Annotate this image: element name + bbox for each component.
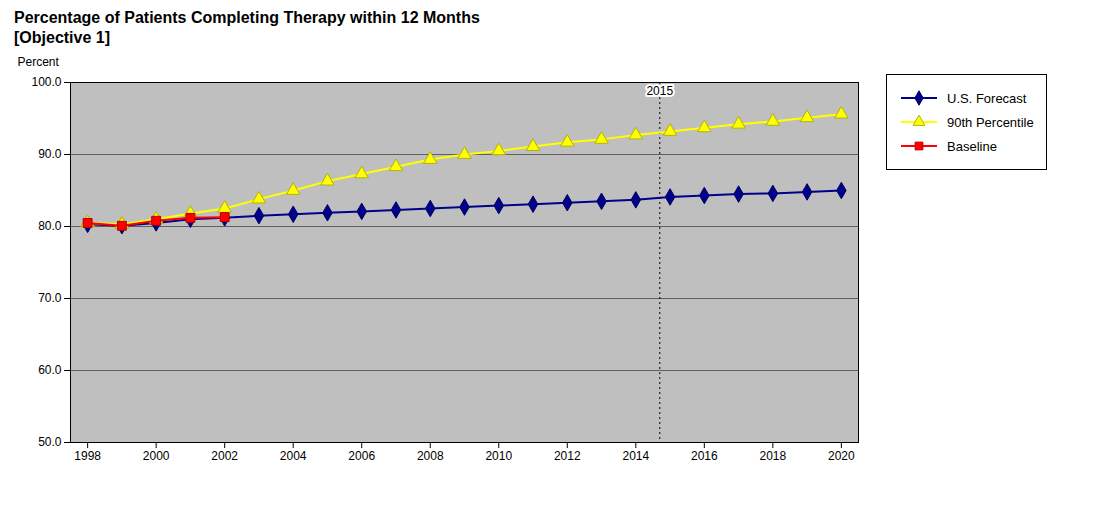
svg-text:90.0: 90.0	[38, 147, 62, 161]
svg-text:2020: 2020	[828, 449, 855, 463]
html-text:90th Percentile: 90th Percentile	[947, 114, 1034, 130]
html-text:U.S. Forecast: U.S. Forecast	[947, 90, 1027, 106]
svg-text:2014: 2014	[622, 449, 649, 463]
html-text:Percentage of Patients Complet: Percentage of Patients Completing Therap…	[14, 9, 480, 26]
svg-text:2018: 2018	[759, 449, 786, 463]
html-text:Baseline: Baseline	[947, 138, 997, 154]
svg-text:1998: 1998	[74, 449, 101, 463]
svg-text:Percent: Percent	[18, 55, 60, 69]
svg-text:2010: 2010	[485, 449, 512, 463]
svg-text:2016: 2016	[691, 449, 718, 463]
svg-text:50.0: 50.0	[38, 435, 62, 449]
svg-text:2012: 2012	[554, 449, 581, 463]
svg-text:100.0: 100.0	[31, 75, 61, 89]
svg-text:60.0: 60.0	[38, 363, 62, 377]
svg-text:2002: 2002	[211, 449, 238, 463]
svg-text:70.0: 70.0	[38, 291, 62, 305]
svg-text:2008: 2008	[417, 449, 444, 463]
svg-text:2015: 2015	[646, 84, 673, 98]
html-text:[Objective 1]: [Objective 1]	[14, 29, 110, 46]
svg-text:80.0: 80.0	[38, 219, 62, 233]
svg-text:2000: 2000	[143, 449, 170, 463]
svg-text:2004: 2004	[280, 449, 307, 463]
svg-text:2006: 2006	[348, 449, 375, 463]
